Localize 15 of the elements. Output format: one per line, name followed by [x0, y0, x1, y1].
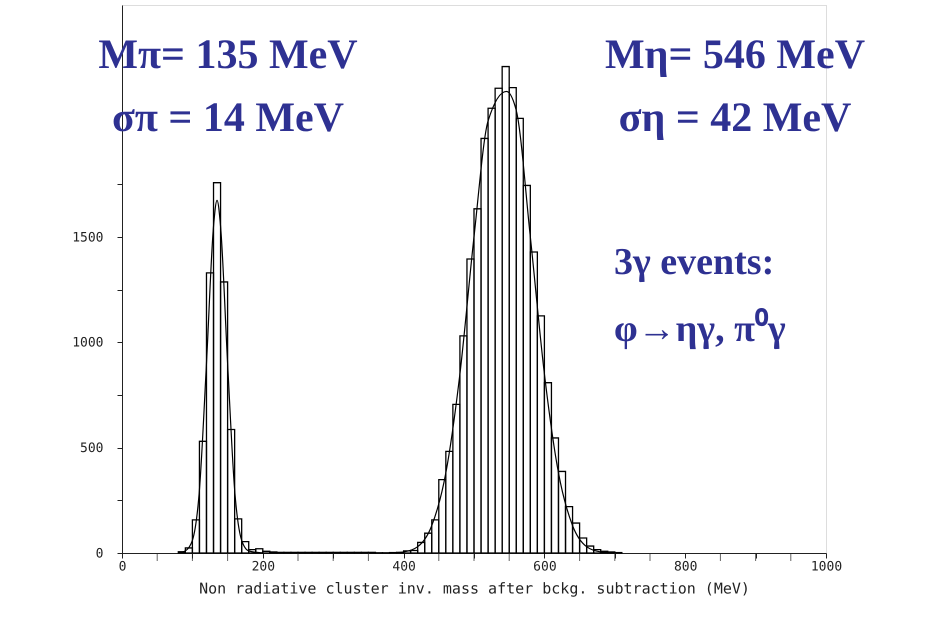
x-tick-label: 200: [252, 560, 276, 574]
annotation: ση = 42 MeV: [618, 95, 852, 141]
y-tick-label: 0: [96, 546, 104, 562]
annotation: 3γ events:: [614, 241, 774, 283]
x-axis-title: Non radiative cluster inv. mass after bckg. subtraction (MeV): [199, 580, 750, 598]
x-tick-label: 400: [392, 560, 416, 574]
y-tick-label: 1000: [72, 336, 104, 351]
y-tick-label: 1500: [72, 230, 104, 246]
y-tick-label: 500: [80, 441, 104, 456]
x-tick-label: 800: [674, 560, 698, 574]
x-tick-label: 1000: [810, 560, 842, 574]
x-tick-label: 0: [118, 560, 126, 574]
annotation: φ→ηγ, π⁰γ: [614, 308, 786, 350]
annotation: Mη= 546 MeV: [604, 32, 866, 78]
x-tick-label: 600: [533, 560, 557, 574]
